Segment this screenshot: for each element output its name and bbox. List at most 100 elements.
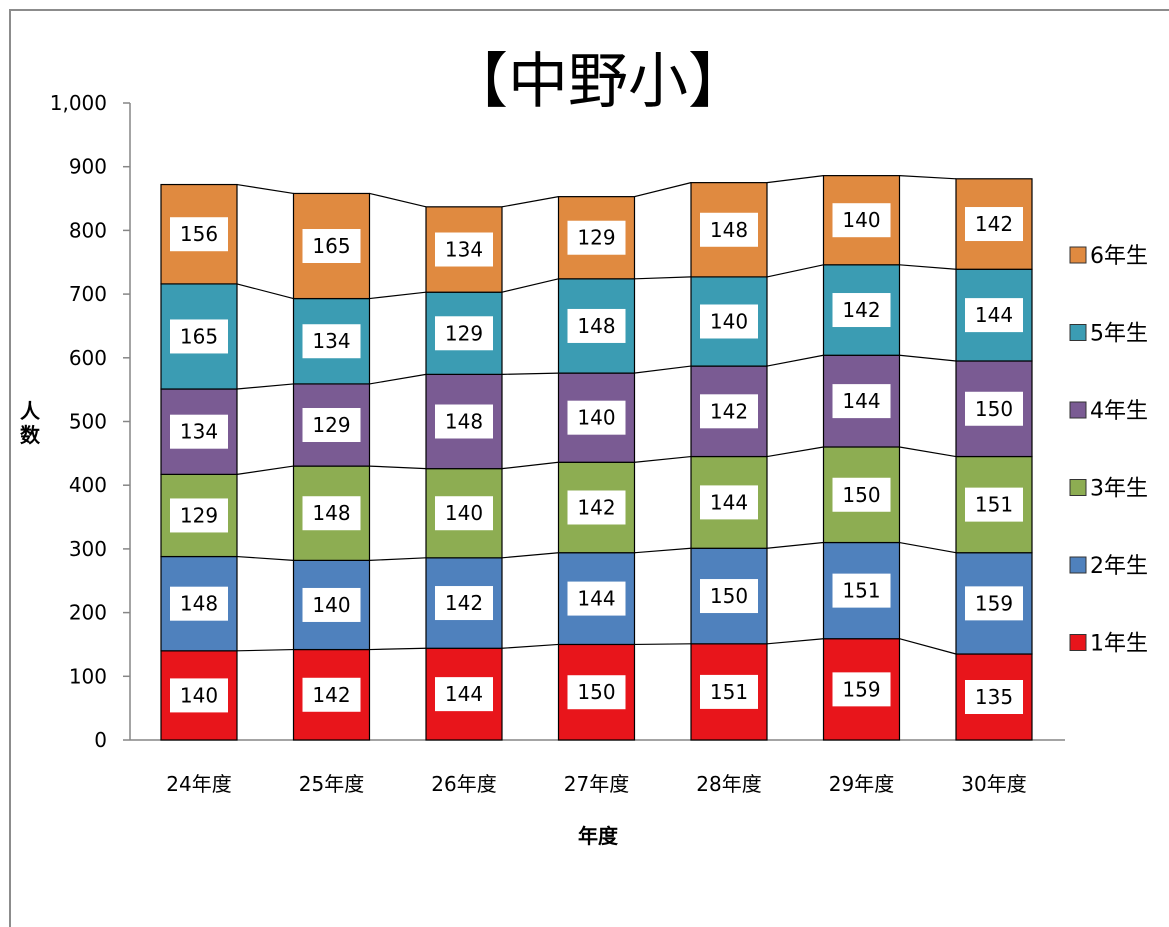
series-line bbox=[236, 183, 294, 195]
series-line bbox=[634, 365, 692, 374]
data-label: 129 bbox=[577, 226, 615, 250]
data-label-box bbox=[567, 308, 626, 343]
data-label: 142 bbox=[975, 212, 1013, 236]
series-line bbox=[634, 547, 692, 554]
data-label-box bbox=[832, 573, 891, 608]
data-label: 150 bbox=[577, 680, 615, 704]
series-line bbox=[634, 455, 692, 463]
chart-frame bbox=[9, 9, 1169, 927]
series-line bbox=[369, 373, 427, 385]
data-label: 142 bbox=[710, 399, 748, 423]
data-label-box bbox=[567, 490, 626, 525]
data-label-box bbox=[435, 496, 493, 531]
data-label-box bbox=[832, 477, 891, 512]
y-tick-label: 400 bbox=[69, 473, 107, 497]
data-label: 134 bbox=[312, 329, 350, 353]
data-label: 140 bbox=[710, 309, 748, 333]
data-label-box bbox=[435, 404, 493, 439]
series-line bbox=[634, 182, 692, 198]
data-label: 165 bbox=[312, 234, 350, 258]
series-line bbox=[766, 354, 824, 367]
y-tick-label: 1,000 bbox=[50, 91, 107, 115]
series-line bbox=[236, 555, 294, 561]
data-label: 134 bbox=[445, 238, 483, 262]
data-label-box bbox=[700, 212, 758, 247]
series-line bbox=[236, 383, 294, 390]
data-label-box bbox=[302, 229, 361, 264]
y-axis-title: 人数 bbox=[20, 399, 41, 447]
y-tick-label: 700 bbox=[69, 282, 107, 306]
data-label-box bbox=[302, 677, 361, 712]
series-line bbox=[899, 264, 957, 270]
data-label: 142 bbox=[577, 495, 615, 519]
data-label-box bbox=[832, 293, 891, 328]
series-line bbox=[634, 276, 692, 280]
y-tick-label: 0 bbox=[94, 728, 107, 752]
data-label-box bbox=[567, 675, 626, 710]
x-tick-label: 26年度 bbox=[431, 772, 496, 796]
series-line bbox=[899, 446, 957, 458]
data-label-box bbox=[435, 316, 493, 351]
data-label-box bbox=[832, 384, 891, 419]
series-line bbox=[236, 283, 294, 300]
data-label: 140 bbox=[445, 501, 483, 525]
data-label: 129 bbox=[180, 503, 218, 527]
legend-label: 1年生 bbox=[1090, 632, 1148, 657]
data-label-box bbox=[435, 232, 493, 267]
series-line bbox=[766, 638, 824, 645]
x-tick-label: 30年度 bbox=[961, 772, 1026, 796]
data-label-box bbox=[700, 579, 758, 614]
data-label: 140 bbox=[312, 593, 350, 617]
legend-swatch bbox=[1069, 556, 1087, 574]
x-axis-title: 年度 bbox=[578, 824, 619, 848]
x-tick-label: 28年度 bbox=[696, 772, 761, 796]
series-line bbox=[899, 638, 957, 655]
data-label: 148 bbox=[312, 501, 350, 525]
legend-swatch bbox=[1069, 246, 1087, 264]
data-label-box bbox=[302, 496, 361, 531]
data-label-box bbox=[302, 408, 361, 443]
data-label-box bbox=[435, 586, 493, 621]
data-label-box bbox=[965, 391, 1023, 426]
data-label: 142 bbox=[445, 591, 483, 615]
data-label-box bbox=[567, 581, 626, 616]
data-label: 159 bbox=[842, 677, 880, 701]
data-label: 148 bbox=[180, 592, 218, 616]
x-tick-label: 27年度 bbox=[564, 772, 629, 796]
data-label-box bbox=[435, 677, 493, 712]
data-label: 156 bbox=[180, 222, 218, 246]
series-line bbox=[501, 552, 559, 559]
data-label: 142 bbox=[842, 298, 880, 322]
series-line bbox=[236, 648, 294, 652]
chart-title: 【中野小】 bbox=[448, 47, 748, 117]
data-label: 150 bbox=[842, 483, 880, 507]
legend-label: 2年生 bbox=[1090, 554, 1148, 579]
data-label: 144 bbox=[445, 682, 483, 706]
y-tick-label: 500 bbox=[69, 410, 107, 434]
data-label-box bbox=[965, 207, 1023, 242]
data-label: 165 bbox=[180, 324, 218, 348]
x-tick-label: 25年度 bbox=[299, 772, 364, 796]
y-tick-label: 300 bbox=[69, 537, 107, 561]
y-tick-label: 900 bbox=[69, 155, 107, 179]
legend-label: 3年生 bbox=[1090, 477, 1148, 502]
data-label: 150 bbox=[975, 397, 1013, 421]
data-label: 151 bbox=[710, 680, 748, 704]
series-line bbox=[369, 465, 427, 470]
data-label-box bbox=[965, 586, 1023, 621]
data-label: 151 bbox=[975, 493, 1013, 517]
data-label: 129 bbox=[445, 321, 483, 345]
data-label: 159 bbox=[975, 591, 1013, 615]
x-tick-label: 29年度 bbox=[829, 772, 894, 796]
data-label-box bbox=[170, 498, 228, 533]
x-tick-label: 24年度 bbox=[166, 772, 231, 796]
data-label: 129 bbox=[312, 413, 350, 437]
data-label: 148 bbox=[710, 218, 748, 242]
series-line bbox=[899, 354, 957, 362]
series-line bbox=[899, 175, 957, 180]
data-label: 148 bbox=[577, 314, 615, 338]
data-label-box bbox=[700, 485, 758, 520]
data-label-box bbox=[832, 203, 891, 238]
data-label-box bbox=[700, 394, 758, 429]
